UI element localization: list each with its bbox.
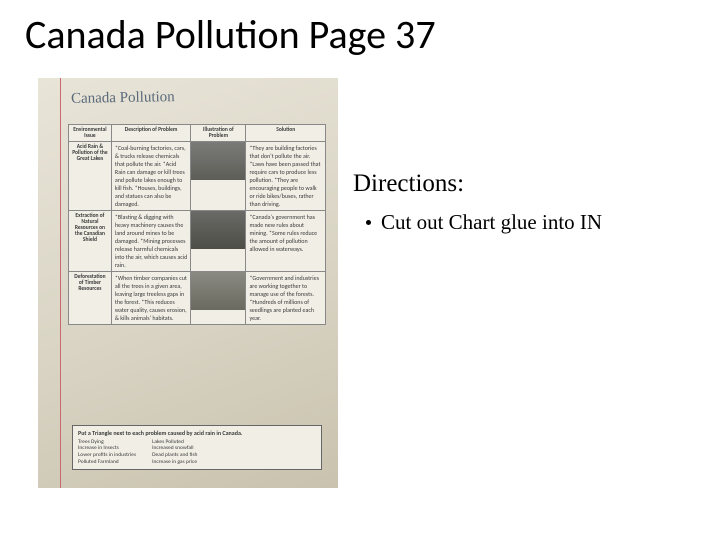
cell-issue: Deforestation of Timber Resources	[69, 272, 112, 325]
footer-question-box: Put a Triangle next to each problem caus…	[72, 425, 322, 471]
list-item: Trees Dying	[78, 439, 136, 446]
footer-right-list: Lakes Polluted Increased snowfall Dead p…	[152, 439, 197, 467]
cell-issue: Acid Rain & Pollution of the Great Lakes	[69, 142, 112, 211]
notebook-photo: Canada Pollution Environmental Issue Des…	[38, 78, 338, 488]
cell-description: *Blasting & digging with heavy machinery…	[111, 211, 191, 272]
col-description: Description of Problem	[111, 125, 191, 142]
table-header-row: Environmental Issue Description of Probl…	[69, 125, 326, 142]
list-item: Increase in Insects	[78, 445, 136, 452]
col-illustration: Illustration of Problem	[191, 125, 246, 142]
footer-left-list: Trees Dying Increase in Insects Lower pr…	[78, 439, 136, 467]
directions-heading: Directions:	[353, 170, 464, 198]
cell-description: *When timber companies cut all the trees…	[111, 272, 191, 325]
pollution-chart: Environmental Issue Description of Probl…	[68, 124, 326, 325]
footer-title: Put a Triangle next to each problem caus…	[78, 429, 316, 437]
cell-issue: Extraction of Natural Resources on the C…	[69, 211, 112, 272]
handwritten-title: Canada Pollution	[71, 89, 175, 108]
illustration-image	[191, 211, 245, 249]
illustration-image	[191, 272, 245, 310]
list-item: Increase in gas price	[152, 459, 197, 466]
bullet-item: Cut out Chart glue into IN	[366, 210, 602, 235]
list-item: Lakes Polluted	[152, 439, 197, 446]
cell-description: *Coal-burning factories, cars, & trucks …	[111, 142, 191, 211]
col-solution: Solution	[246, 125, 326, 142]
list-item: Lower profits in industries	[78, 452, 136, 459]
cell-solution: *Canada's government has made new rules …	[246, 211, 326, 272]
table-row: Deforestation of Timber Resources *When …	[69, 272, 326, 325]
cell-illustration	[191, 272, 246, 325]
table-row: Extraction of Natural Resources on the C…	[69, 211, 326, 272]
notebook-margin-line	[60, 78, 61, 488]
table-row: Acid Rain & Pollution of the Great Lakes…	[69, 142, 326, 211]
footer-columns: Trees Dying Increase in Insects Lower pr…	[78, 439, 316, 467]
illustration-image	[191, 142, 245, 180]
list-item: Increased snowfall	[152, 445, 197, 452]
cell-solution: *They are building factories that don't …	[246, 142, 326, 211]
bullet-icon	[366, 220, 371, 225]
list-item: Polluted Farmland	[78, 459, 136, 466]
bullet-text: Cut out Chart glue into IN	[381, 210, 602, 235]
col-issue: Environmental Issue	[69, 125, 112, 142]
cell-illustration	[191, 142, 246, 211]
list-item: Dead plants and fish	[152, 452, 197, 459]
cell-illustration	[191, 211, 246, 272]
cell-solution: *Government and industries are working t…	[246, 272, 326, 325]
page-title: Canada Pollution Page 37	[25, 10, 436, 59]
